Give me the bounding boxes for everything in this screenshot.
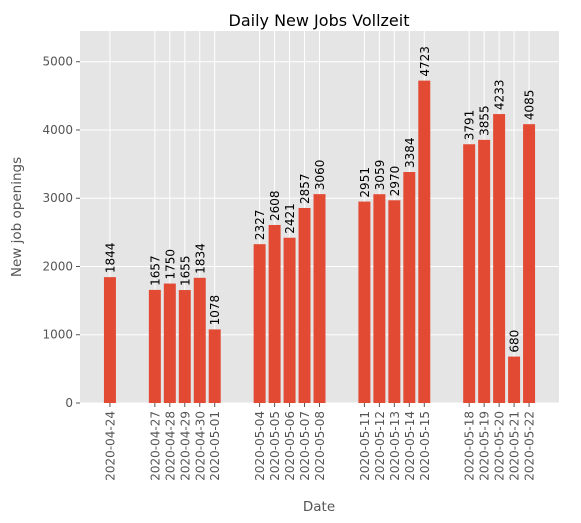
data-label: 1655 xyxy=(178,255,192,286)
data-label: 2951 xyxy=(358,167,372,198)
bar xyxy=(508,356,521,403)
x-tick-label: 2020-04-28 xyxy=(163,411,177,481)
data-label: 680 xyxy=(508,330,522,353)
y-tick-label: 2000 xyxy=(42,259,73,273)
x-tick-label: 2020-05-08 xyxy=(313,411,327,481)
x-tick-label: 2020-05-13 xyxy=(388,411,402,481)
bar xyxy=(193,277,206,403)
x-tick-label: 2020-05-18 xyxy=(463,411,477,481)
data-label: 1657 xyxy=(148,255,162,286)
bar xyxy=(268,224,281,403)
y-tick-label: 5000 xyxy=(42,55,73,69)
x-tick-label: 2020-05-05 xyxy=(268,411,282,481)
y-tick-label: 0 xyxy=(65,396,73,410)
x-axis-label: Date xyxy=(303,499,335,515)
bar xyxy=(403,172,416,403)
bar xyxy=(463,144,476,403)
y-ticks-group: 0 1000 2000 3000 4000 5000 xyxy=(42,55,80,410)
data-label: 1078 xyxy=(208,295,222,326)
data-label: 2327 xyxy=(253,210,267,241)
x-tick-label: 2020-05-19 xyxy=(478,411,492,481)
bar xyxy=(298,207,311,403)
bar xyxy=(283,237,296,403)
data-label: 4085 xyxy=(523,90,537,121)
bar xyxy=(313,194,326,403)
bar xyxy=(148,289,161,403)
x-tick-label: 2020-05-15 xyxy=(418,411,432,481)
bar xyxy=(163,283,176,403)
data-label: 2608 xyxy=(268,190,282,221)
data-label: 3060 xyxy=(313,160,327,191)
bar xyxy=(253,244,266,403)
data-label: 2970 xyxy=(388,166,402,197)
x-tick-label: 2020-05-22 xyxy=(523,411,537,481)
bar xyxy=(358,201,371,403)
bar xyxy=(178,290,191,403)
bar xyxy=(493,114,506,403)
x-tick-label: 2020-05-06 xyxy=(283,411,297,481)
data-label: 1834 xyxy=(193,243,207,274)
x-tick-label: 2020-04-24 xyxy=(103,411,117,481)
x-ticks-group: 2020-04-24 2020-04-27 2020-04-28 2020-04-29… xyxy=(103,403,537,481)
data-label: 1750 xyxy=(163,249,177,280)
y-tick-label: 1000 xyxy=(42,328,73,342)
y-tick-label: 3000 xyxy=(42,191,73,205)
y-axis-label: New job openings xyxy=(9,157,25,277)
x-tick-label: 2020-05-14 xyxy=(403,411,417,481)
y-tick-label: 4000 xyxy=(42,123,73,137)
bar xyxy=(208,329,221,403)
data-label: 3855 xyxy=(478,105,492,136)
x-tick-label: 2020-05-01 xyxy=(208,411,222,481)
data-label: 4723 xyxy=(418,46,432,77)
bar xyxy=(523,124,536,403)
data-label: 3384 xyxy=(403,137,417,168)
x-tick-label: 2020-05-12 xyxy=(373,411,387,481)
x-tick-label: 2020-04-29 xyxy=(178,411,192,481)
x-tick-label: 2020-05-04 xyxy=(253,411,267,481)
data-label: 2421 xyxy=(283,203,297,234)
chart-title: Daily New Jobs Vollzeit xyxy=(229,11,410,30)
data-label: 2857 xyxy=(298,173,312,204)
bar xyxy=(103,277,116,403)
data-label: 1844 xyxy=(103,243,117,274)
data-label: 3791 xyxy=(463,110,477,141)
x-tick-label: 2020-05-11 xyxy=(358,411,372,481)
bar xyxy=(388,200,401,403)
bar xyxy=(478,139,491,403)
data-label: 4233 xyxy=(493,80,507,111)
bars-group xyxy=(103,80,536,404)
bar xyxy=(373,194,386,403)
x-tick-label: 2020-05-20 xyxy=(493,411,507,481)
x-tick-label: 2020-05-21 xyxy=(508,411,522,481)
x-tick-label: 2020-04-30 xyxy=(193,411,207,481)
x-tick-label: 2020-04-27 xyxy=(148,411,162,481)
x-tick-label: 2020-05-07 xyxy=(298,411,312,481)
data-label: 3059 xyxy=(373,160,387,191)
bar xyxy=(418,80,431,404)
